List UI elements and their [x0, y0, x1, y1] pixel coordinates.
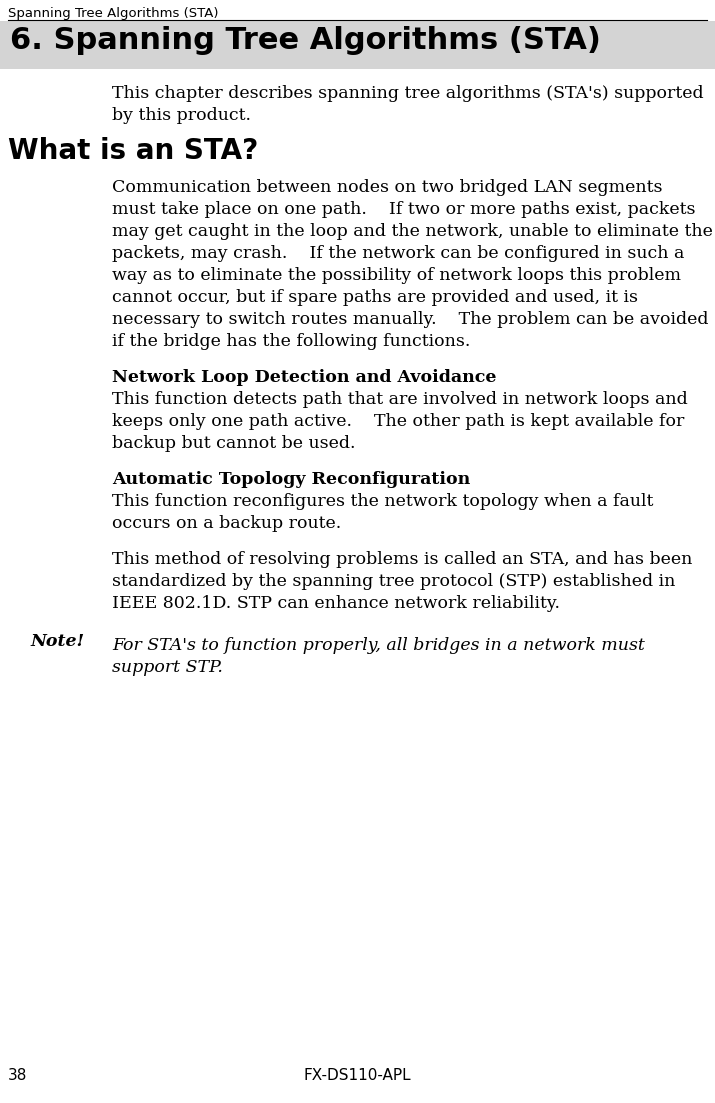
Bar: [0, 21, 715, 69]
Text: Automatic Topology Reconfiguration: Automatic Topology Reconfiguration: [112, 471, 470, 488]
Text: What is an STA?: What is an STA?: [8, 137, 258, 165]
Text: occurs on a backup route.: occurs on a backup route.: [112, 515, 341, 532]
Text: For STA's to function properly, all bridges in a network must: For STA's to function properly, all brid…: [112, 638, 645, 654]
Text: packets, may crash.    If the network can be configured in such a: packets, may crash. If the network can b…: [112, 245, 684, 263]
Text: Spanning Tree Algorithms (STA): Spanning Tree Algorithms (STA): [8, 7, 219, 20]
Text: support STP.: support STP.: [112, 658, 223, 676]
Text: 6. Spanning Tree Algorithms (STA): 6. Spanning Tree Algorithms (STA): [10, 26, 601, 55]
Text: 38: 38: [8, 1068, 27, 1083]
Text: This function reconfigures the network topology when a fault: This function reconfigures the network t…: [112, 493, 654, 510]
Text: may get caught in the loop and the network, unable to eliminate the: may get caught in the loop and the netwo…: [112, 223, 713, 240]
Text: necessary to switch routes manually.    The problem can be avoided: necessary to switch routes manually. The…: [112, 311, 709, 328]
Text: Communication between nodes on two bridged LAN segments: Communication between nodes on two bridg…: [112, 179, 663, 196]
Text: if the bridge has the following functions.: if the bridge has the following function…: [112, 333, 470, 350]
Text: must take place on one path.    If two or more paths exist, packets: must take place on one path. If two or m…: [112, 201, 696, 218]
Text: IEEE 802.1D. STP can enhance network reliability.: IEEE 802.1D. STP can enhance network rel…: [112, 595, 560, 612]
Text: by this product.: by this product.: [112, 107, 251, 124]
Text: This method of resolving problems is called an STA, and has been: This method of resolving problems is cal…: [112, 552, 692, 568]
Text: cannot occur, but if spare paths are provided and used, it is: cannot occur, but if spare paths are pro…: [112, 289, 638, 306]
Text: This function detects path that are involved in network loops and: This function detects path that are invo…: [112, 390, 688, 408]
Text: Network Loop Detection and Avoidance: Network Loop Detection and Avoidance: [112, 370, 496, 386]
Text: Note!: Note!: [30, 633, 84, 650]
Text: backup but cannot be used.: backup but cannot be used.: [112, 435, 355, 452]
Text: This chapter describes spanning tree algorithms (STA's) supported: This chapter describes spanning tree alg…: [112, 85, 704, 101]
Text: way as to eliminate the possibility of network loops this problem: way as to eliminate the possibility of n…: [112, 267, 681, 283]
Text: FX-DS110-APL: FX-DS110-APL: [303, 1068, 411, 1083]
Text: keeps only one path active.    The other path is kept available for: keeps only one path active. The other pa…: [112, 413, 684, 430]
Text: standardized by the spanning tree protocol (STP) established in: standardized by the spanning tree protoc…: [112, 572, 676, 590]
